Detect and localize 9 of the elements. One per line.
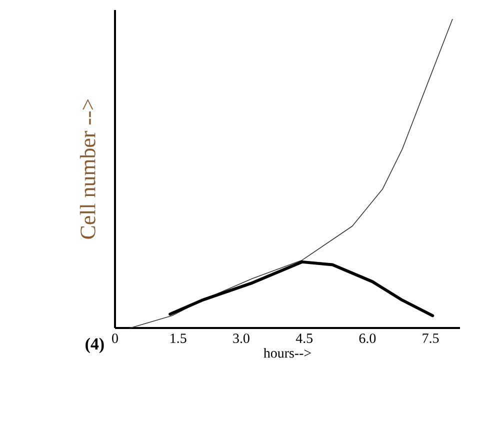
x-tick-label: 1.5 — [170, 334, 186, 344]
x-tick-label: 6.0 — [359, 334, 376, 344]
x-tick-label: 4.5 — [296, 334, 313, 344]
x-tick-label: 3.0 — [233, 334, 250, 344]
text: (4) — [86, 338, 104, 354]
x-axis-title: hours--> — [264, 348, 311, 358]
x-tick-label: 0 — [112, 334, 118, 344]
x-tick-label: 7.5 — [422, 334, 439, 343]
y-axis-title: Cell number --> — [80, 99, 96, 239]
